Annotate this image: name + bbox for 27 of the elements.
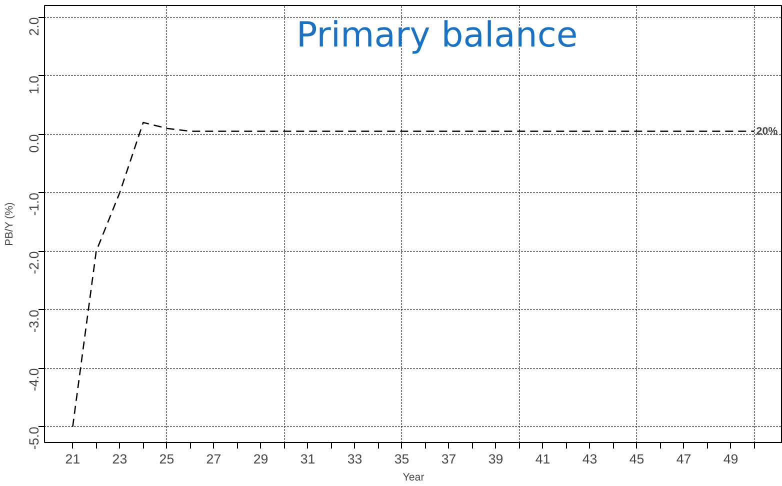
y-tick-label: 0.0 (26, 134, 42, 153)
x-tick-label: 37 (441, 452, 456, 466)
x-tick-label: 47 (676, 452, 692, 466)
x-tick-label: 25 (159, 452, 174, 466)
x-tick-label: 45 (629, 452, 644, 466)
annotation: 20% (756, 125, 778, 138)
y-tick-label: -3.0 (26, 310, 42, 333)
x-tick-label: 35 (394, 452, 410, 466)
x-tick-label: 49 (723, 452, 738, 466)
x-tick-label: 27 (206, 452, 222, 466)
x-tick-label: 23 (112, 452, 128, 466)
x-tick-label: 21 (65, 452, 80, 466)
y-tick-label: 1.0 (26, 76, 42, 94)
x-tick-label: 39 (488, 452, 504, 466)
y-tick-label: 2.0 (26, 17, 42, 36)
x-tick-label: 29 (253, 452, 268, 466)
y-axis-title: PB/Y (%) (4, 202, 16, 246)
y-tick-label: -5.0 (26, 426, 42, 450)
x-tick-label: 41 (535, 452, 550, 466)
x-axis-title: Year (402, 472, 425, 484)
x-tick-label: 33 (347, 452, 362, 466)
y-tick-label: -1.0 (26, 192, 42, 216)
y-tick-label: -4.0 (26, 368, 42, 392)
chart-title: Primary balance (296, 16, 578, 56)
y-tick-label: -2.0 (26, 251, 42, 274)
x-tick-label: 43 (582, 452, 598, 466)
x-tick-label: 31 (300, 452, 316, 466)
